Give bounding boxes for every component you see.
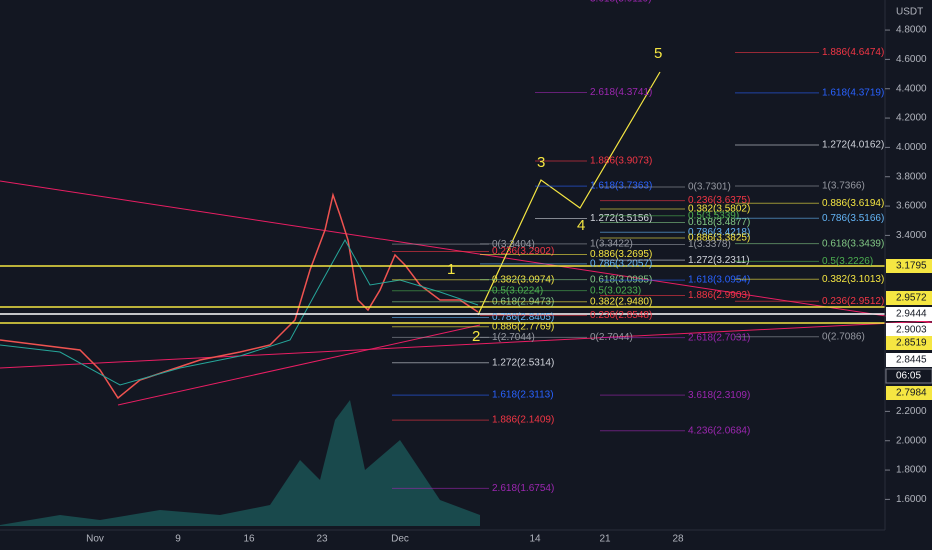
fib-label: 0.236(3.2902) <box>492 246 554 257</box>
wave-label: 3 <box>537 154 545 171</box>
y-tick-label: 4.8000 <box>896 25 927 36</box>
fib-label: 1.886(4.6474) <box>822 47 884 58</box>
fib-label: 0.886(3.2695) <box>590 249 652 260</box>
fib-label: 3.618(2.3109) <box>688 390 750 401</box>
volume-area <box>0 400 480 526</box>
price-tag <box>886 323 932 337</box>
fib-label: 1(3.3378) <box>688 239 731 250</box>
price-tag <box>886 386 932 400</box>
y-tick-label: 2.0000 <box>896 435 927 446</box>
price-tags: 3.1795 2.9572 2.9444 2.9003 2.8519 2.8445 06:0… <box>885 259 932 400</box>
fib-label: 0.886(2.7769) <box>492 321 554 332</box>
fib-label: 1.272(3.2311) <box>688 255 750 266</box>
wave-label: 5 <box>654 45 662 62</box>
y-tick-label: 3.8000 <box>896 171 927 182</box>
time-axis: Nov 9 16 23 Dec 14 21 28 <box>86 534 684 545</box>
fib-label: 0.618(3.4877) <box>688 217 750 228</box>
price-tag <box>886 307 932 321</box>
fib-label: 2.618(1.6754) <box>492 483 554 494</box>
wave-path <box>477 71 661 316</box>
fib-label: 0.382(2.9480) <box>590 296 652 307</box>
price-tag-label: 06:05 <box>896 371 921 382</box>
fib-label: 0.5(3.0233) <box>590 285 641 296</box>
price-tag-label: 2.8519 <box>896 338 927 349</box>
y-tick-label: 1.6000 <box>896 494 927 505</box>
wave-label: 2 <box>472 328 480 345</box>
wave-label: 4 <box>577 217 585 234</box>
fib-label: 1.272(4.0162) <box>822 140 884 151</box>
price-tag-label: 2.7984 <box>896 388 927 399</box>
fib-label: 1.886(2.1409) <box>492 415 554 426</box>
fib-label: 0.786(3.4218) <box>688 227 750 238</box>
moving-average <box>0 238 479 386</box>
price-tag-label: 2.9572 <box>896 293 927 304</box>
x-tick-label: 28 <box>672 534 684 545</box>
fib-label: 1.618(3.0954) <box>688 275 750 286</box>
fib-label: 1.272(3.5156) <box>590 213 652 224</box>
price-tag <box>885 368 932 384</box>
fib-label: 0.886(3.6194) <box>822 198 884 209</box>
x-tick-label: 9 <box>175 534 181 545</box>
x-tick-label: 21 <box>599 534 611 545</box>
x-tick-label: 14 <box>529 534 541 545</box>
wave-label: 1 <box>447 261 455 278</box>
x-tick-label: Nov <box>86 534 104 545</box>
fib-label: 0.236(2.8548) <box>590 310 652 321</box>
fib-label: 0.5(3.5339) <box>688 210 739 221</box>
y-tick-label: 3.6000 <box>896 201 927 212</box>
fib-layer: 0(3.3404)0.236(3.2902)0.382(3.0974)0.5(3… <box>392 0 884 494</box>
y-tick-label: 4.0000 <box>896 142 927 153</box>
fib-label: 0.236(2.9512) <box>822 296 884 307</box>
fib-label: 1.618(3.7363) <box>590 181 652 192</box>
price-tag-label: 2.9444 <box>896 309 927 320</box>
price-tag-label: 2.9003 <box>896 325 927 336</box>
fib-label: 2.618(4.3741) <box>590 87 652 98</box>
y-tick-label: 4.6000 <box>896 54 927 65</box>
y-tick-label: 4.4000 <box>896 83 927 94</box>
unit-label: USDT <box>896 7 923 18</box>
price-tag-label: 2.8445 <box>896 355 927 366</box>
fib-label: 1.618(2.3113) <box>492 390 554 401</box>
fib-label: 0(3.7301) <box>688 182 731 193</box>
x-tick-label: 23 <box>316 534 328 545</box>
fib-label: 0.886(3.3825) <box>688 233 750 244</box>
fib-label: 2.618(2.7031) <box>688 332 750 343</box>
y-tick-label: 2.2000 <box>896 406 927 417</box>
fib-label: 1.618(4.3719) <box>822 87 884 98</box>
y-tick-label: 4.2000 <box>896 113 927 124</box>
trend-line <box>0 320 932 369</box>
price-tag <box>886 259 932 273</box>
fib-label: 0.382(3.5802) <box>688 204 750 215</box>
fib-label: 0.382(3.1013) <box>822 274 884 285</box>
fib-label: 0(2.7086) <box>822 331 865 342</box>
x-tick-label: Dec <box>391 534 409 545</box>
volume <box>0 400 480 526</box>
price-axis: 4.8000 4.6000 4.4000 4.2000 4.0000 3.8000 3.60… <box>885 25 927 505</box>
fib-label: 0.5(3.2226) <box>822 256 873 267</box>
price-tag <box>886 353 932 367</box>
price-line <box>0 192 479 400</box>
fib-label: 0.618(3.3439) <box>822 238 884 249</box>
fib-label: 0.236(3.6375) <box>688 195 750 206</box>
fib-label: 1(3.3422) <box>590 239 633 250</box>
fib-label: 1.886(3.9073) <box>590 156 652 167</box>
trend-line <box>117 324 481 406</box>
x-tick-label: 16 <box>243 534 255 545</box>
fib-label: 1(3.7366) <box>822 181 865 192</box>
y-tick-label: 1.8000 <box>896 465 927 476</box>
fib-label: 4.236(2.0684) <box>688 425 750 436</box>
fib-label: 0.786(3.2057) <box>590 259 652 270</box>
fib-label: 1.886(2.9903) <box>688 290 750 301</box>
fib-label: 0.786(2.8405) <box>492 312 554 323</box>
price-tag <box>886 336 932 350</box>
price-tag <box>886 291 932 305</box>
price-tag-label: 3.1795 <box>896 261 927 272</box>
y-tick-label: 3.4000 <box>896 230 927 241</box>
fib-label: 0.786(3.5166) <box>822 213 884 224</box>
fib-label: 3.618(5.0119) <box>590 0 652 5</box>
fib-label: 1.272(2.5314) <box>492 357 554 368</box>
